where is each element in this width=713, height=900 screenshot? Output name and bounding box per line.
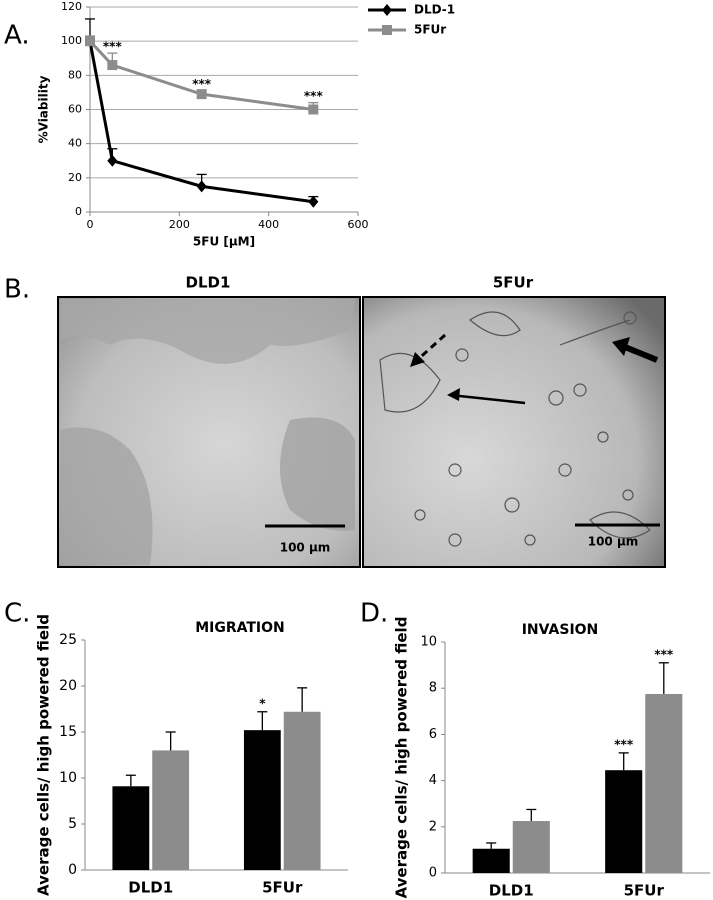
y-tick-label: 0 [429, 866, 437, 881]
y-tick-label: 6 [429, 727, 437, 742]
y-tick-label: 15 [59, 724, 77, 740]
y-tick-label: 60 [68, 103, 82, 116]
micrograph [362, 296, 666, 568]
chart-title: MIGRATION [195, 620, 285, 636]
x-tick-label: 200 [169, 218, 190, 231]
x-tick-label: DLD1 [489, 882, 534, 900]
annotation: *** [103, 40, 123, 54]
x-axis-label: 5FU [µM] [193, 235, 255, 249]
bar [472, 848, 510, 873]
scale-bar-label: 100 µm [280, 541, 331, 555]
annotation: *** [654, 647, 674, 661]
scale-bar-label: 100 µm [588, 535, 639, 549]
y-tick-label: 25 [59, 632, 77, 648]
legend-label: DLD-1 [414, 3, 455, 17]
y-tick-label: 8 [429, 681, 437, 696]
bar [645, 693, 683, 873]
y-tick-label: 5 [68, 816, 77, 832]
bar [152, 750, 190, 870]
marker [85, 36, 95, 47]
marker [107, 60, 118, 71]
y-tick-label: 4 [429, 773, 437, 788]
image-title: DLD1 [186, 274, 231, 292]
x-tick-label: DLD1 [128, 879, 173, 897]
bar [605, 770, 643, 873]
bar [112, 786, 150, 870]
legend-marker [382, 25, 392, 35]
annotation: *** [614, 737, 634, 751]
panel-label: C. [4, 599, 30, 629]
x-tick-label: 5FUr [624, 882, 665, 900]
panel-label: D. [360, 599, 388, 629]
annotation: *** [192, 77, 212, 91]
y-axis-label: Average cells/ high powered field [35, 614, 53, 896]
micrograph [57, 296, 361, 568]
marker [308, 104, 319, 115]
y-tick-label: 20 [59, 678, 77, 694]
chart-title: INVASION [522, 622, 599, 638]
y-tick-label: 120 [61, 0, 82, 13]
x-tick-label: 5FUr [262, 879, 303, 897]
y-axis-label: %Viability [37, 75, 51, 143]
annotation: *** [304, 89, 324, 103]
series-line [88, 40, 314, 204]
legend-label: 5FUr [414, 23, 446, 37]
bar [512, 821, 550, 873]
y-tick-label: 40 [68, 137, 82, 150]
marker [308, 195, 319, 208]
bar [283, 711, 321, 870]
legend-marker [382, 4, 392, 16]
y-tick-label: 10 [59, 770, 77, 786]
annotation: * [259, 696, 266, 710]
image-title: 5FUr [493, 274, 534, 292]
panel-label: B. [4, 275, 30, 305]
y-tick-label: 80 [68, 68, 82, 81]
x-tick-label: 600 [348, 218, 369, 231]
y-tick-label: 100 [61, 34, 82, 47]
y-tick-label: 10 [420, 635, 437, 650]
x-tick-label: 400 [258, 218, 279, 231]
y-tick-label: 0 [68, 862, 77, 878]
marker [196, 180, 207, 193]
panel-label: A. [4, 21, 30, 51]
y-tick-label: 0 [75, 205, 82, 218]
y-tick-label: 20 [68, 171, 82, 184]
bar [243, 730, 281, 870]
y-axis-label: Average cells/ high powered field [393, 617, 411, 899]
y-tick-label: 2 [429, 819, 437, 834]
series-line [88, 40, 314, 111]
marker [107, 154, 118, 167]
marker [196, 89, 207, 100]
x-tick-label: 0 [87, 218, 94, 231]
